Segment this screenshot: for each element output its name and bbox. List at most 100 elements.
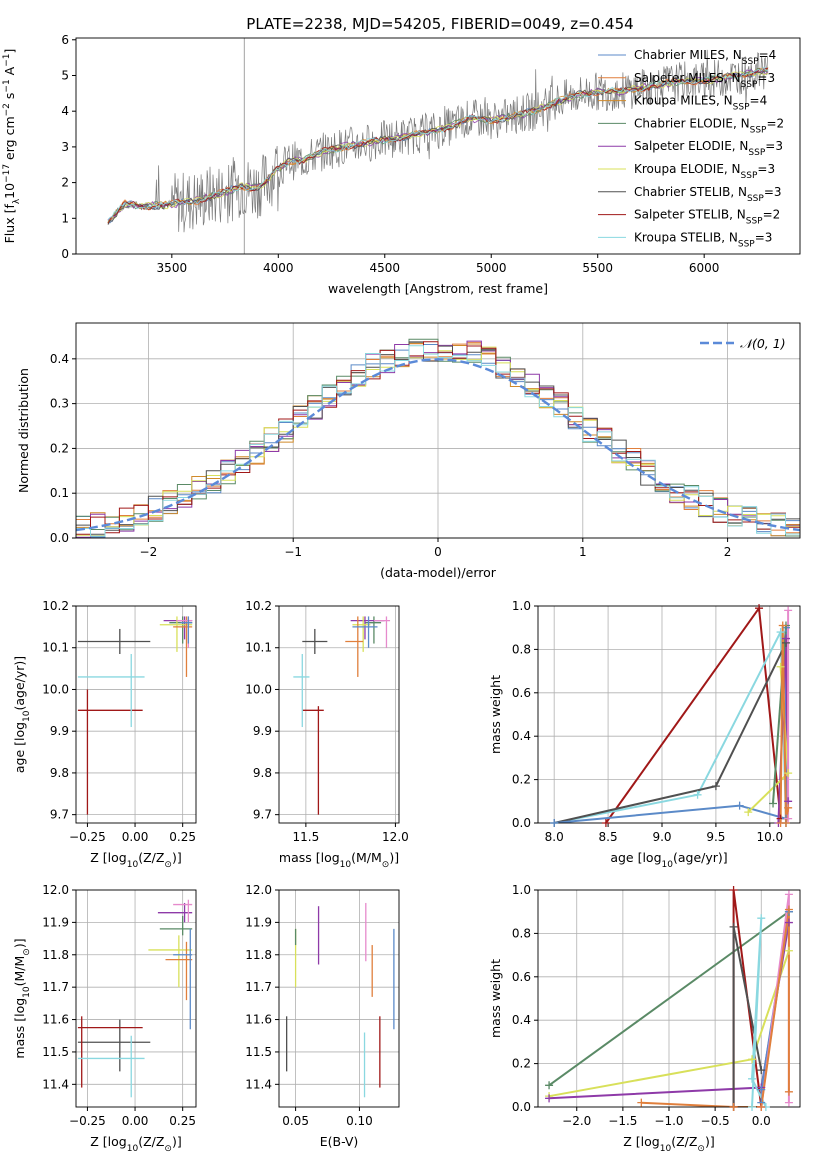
y-tick-label: 0	[61, 247, 69, 261]
y-tick-label: 1.0	[512, 883, 531, 897]
legend-entry: Chabrier STELIB, NSSP=3	[634, 185, 782, 204]
y-tick-label: 11.6	[245, 1013, 272, 1027]
legend-entry: Salpeter STELIB, NSSP=2	[634, 208, 780, 227]
y-tick-label: 1	[61, 211, 69, 225]
x-axis-label: (data-model)/error	[380, 565, 497, 580]
y-tick-label: 10.1	[42, 641, 69, 655]
age-vs-Z-plot-area	[77, 616, 193, 815]
x-tick-label: 5500	[582, 261, 613, 275]
weight-marker	[776, 662, 785, 671]
weight-marker	[545, 1081, 554, 1090]
weight-marker	[778, 621, 787, 630]
x-axis-label: wavelength [Angstrom, rest frame]	[328, 281, 548, 296]
axes-frame	[278, 889, 400, 1108]
weight-line	[554, 627, 787, 823]
weight-marker	[744, 808, 753, 817]
weight-marker	[550, 819, 559, 827]
x-axis-label: E(B-V)	[320, 1134, 359, 1149]
residuals-plot-area	[76, 338, 800, 538]
axes-frame	[537, 605, 801, 824]
y-tick-label: 6	[61, 33, 69, 47]
x-tick-label: 0.05	[282, 1114, 309, 1128]
weight-marker	[784, 890, 793, 899]
x-tick-label: −1	[284, 545, 302, 559]
weight-vs-Z-panel: −2.0 −1.5 −1.0 −0.5 0.0 0.0 0.2 0.4 0.6 0.8 1.0 Z […	[488, 883, 801, 1154]
legend-entry: Kroupa MILES, NSSP=4	[634, 94, 767, 113]
y-tick-label: 1.0	[512, 599, 531, 613]
x-tick-label: 0	[434, 545, 442, 559]
x-axis-label: Z [log10(Z/Z⊙)]	[623, 1134, 714, 1154]
y-tick-label: 11.7	[42, 980, 69, 994]
weight-marker	[769, 799, 778, 808]
y-tick-label: 0.6	[512, 686, 531, 700]
weight-marker	[755, 604, 764, 613]
y-tick-label: 0.3	[50, 397, 69, 411]
y-tick-label: 11.5	[245, 1045, 272, 1059]
y-axis-label: Normed distribution	[16, 368, 31, 493]
y-axis-label: age [log10(age/yr)]	[12, 656, 32, 773]
mass-vs-ebv-panel: 0.05 0.10 11.4 11.5 11.6 11.7 11.8 11.9 12.0 E(B-…	[245, 883, 400, 1149]
x-tick-label: 0.00	[122, 830, 149, 844]
y-tick-label: 0.6	[512, 970, 531, 984]
x-tick-label: 11.5	[293, 830, 320, 844]
x-tick-label: 0.25	[169, 1114, 196, 1128]
x-tick-label: −0.25	[69, 830, 106, 844]
y-tick-label: 0.0	[512, 816, 531, 830]
figure-title: PLATE=2238, MJD=54205, FIBERID=0049, z=0…	[246, 15, 633, 33]
x-tick-label: 0.25	[169, 830, 196, 844]
y-tick-label: 4	[61, 104, 69, 118]
x-tick-label: 4000	[263, 261, 294, 275]
model-line	[107, 69, 769, 225]
y-tick-label: 9.8	[50, 766, 69, 780]
y-tick-label: 11.9	[42, 915, 69, 929]
weight-marker	[637, 1098, 646, 1107]
x-tick-label: 0.0	[752, 1114, 771, 1128]
y-tick-label: 10.0	[42, 682, 69, 696]
y-tick-label: 10.0	[245, 682, 272, 696]
mass-vs-Z-plot-area	[77, 899, 193, 1098]
y-tick-label: 0.0	[512, 1100, 531, 1114]
y-tick-label: 12.0	[42, 883, 69, 897]
weight-marker	[776, 628, 785, 637]
weight-line	[641, 909, 790, 1107]
y-tick-label: 0.4	[50, 352, 69, 366]
x-tick-label: −1.5	[608, 1114, 637, 1128]
weight-marker	[693, 790, 702, 799]
mass-vs-Z-panel: −0.25 0.00 0.25 11.4 11.5 11.6 11.7 11.8 11.9 12.…	[12, 883, 197, 1154]
y-tick-label: 9.9	[253, 724, 272, 738]
x-axis-label: Z [log10(Z/Z⊙)]	[90, 1134, 181, 1154]
x-axis-label: mass [log10(M/M⊙)]	[279, 850, 399, 870]
weight-line	[548, 910, 790, 1087]
weight-marker	[784, 1098, 793, 1107]
y-tick-label: 11.8	[245, 948, 272, 962]
weight-marker	[784, 946, 793, 955]
y-tick-label: 11.6	[42, 1013, 69, 1027]
age-vs-Z-panel: −0.25 0.00 0.25 9.7 9.8 9.9 10.0 10.1 10.2 Z [log…	[12, 599, 197, 870]
x-tick-label: −2.0	[562, 1114, 591, 1128]
weight-marker	[757, 914, 766, 923]
weight-marker	[729, 1103, 738, 1111]
weight-marker	[545, 1094, 554, 1103]
residuals-panel: −2 −1 0 1 2 0.0 0.1 0.2 0.3 0.4 𝒩(0, 1) (data-model…	[16, 322, 801, 580]
x-axis-label: Z [log10(Z/Z⊙)]	[90, 850, 181, 870]
y-tick-label: 9.8	[253, 766, 272, 780]
legend-entry: Kroupa STELIB, NSSP=3	[634, 230, 772, 249]
axes-frame	[75, 889, 197, 1108]
y-tick-label: 10.1	[245, 641, 272, 655]
model-line	[107, 71, 769, 224]
weight-marker	[784, 606, 793, 615]
spectrum-legend: Chabrier MILES, NSSP=4 Salpeter MILES, NS…	[598, 48, 784, 249]
y-tick-label: 0.2	[512, 1057, 531, 1071]
x-tick-label: 0.10	[346, 1114, 373, 1128]
x-tick-label: 1	[579, 545, 587, 559]
y-tick-label: 9.7	[50, 808, 69, 822]
axes-frame	[278, 605, 400, 824]
x-tick-label: −2	[140, 545, 158, 559]
y-tick-label: 11.9	[245, 915, 272, 929]
y-tick-label: 0.4	[512, 1013, 531, 1027]
x-tick-label: 2	[724, 545, 732, 559]
y-tick-label: 9.9	[50, 724, 69, 738]
legend-entry: Salpeter ELODIE, NSSP=3	[634, 139, 783, 158]
weight-line	[750, 918, 767, 1107]
y-axis-label: mass weight	[488, 675, 503, 754]
